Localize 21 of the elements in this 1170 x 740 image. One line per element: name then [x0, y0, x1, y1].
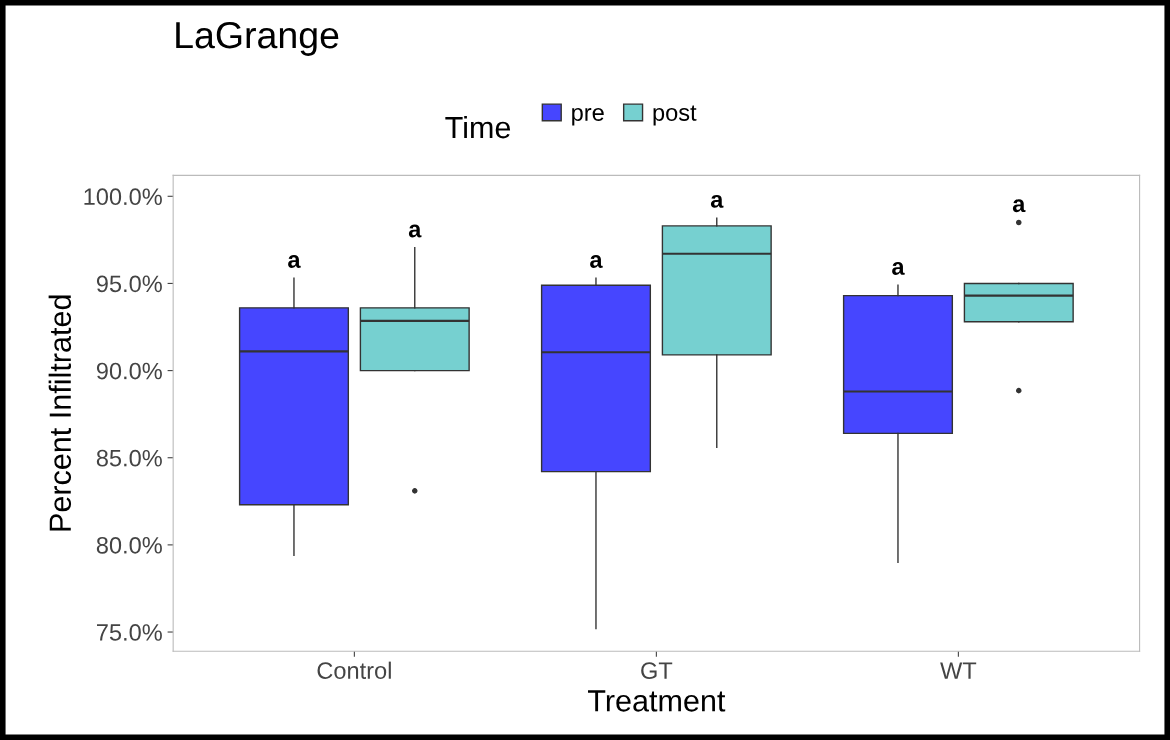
- chart-title: LaGrange: [176, 21, 339, 56]
- y-tick-label: 80.0%: [96, 536, 162, 554]
- annotation: a: [892, 262, 905, 275]
- y-tick-label: 75.0%: [97, 624, 162, 641]
- y-tick-label: 100.0%: [84, 188, 162, 206]
- x-tick-label: GT: [641, 662, 673, 679]
- y-tick-label: 90.0%: [96, 362, 162, 380]
- legend-title: Time: [445, 115, 511, 139]
- annotation: a: [408, 224, 422, 238]
- annotation: a: [710, 194, 724, 208]
- x-tick-label: Control: [317, 661, 391, 679]
- annotation: a: [590, 255, 603, 268]
- legend-label: pre: [572, 107, 604, 126]
- legend-label: post: [653, 105, 697, 126]
- y-tick-label: 85.0%: [96, 449, 162, 467]
- annotation: a: [288, 255, 301, 268]
- y-tick-label: 95.0%: [96, 275, 162, 293]
- annotation: a: [1012, 199, 1026, 213]
- x-axis-title: Treatment: [588, 690, 726, 712]
- y-axis-title: Percent Infiltrated: [48, 295, 72, 531]
- x-tick-label: WT: [940, 662, 977, 679]
